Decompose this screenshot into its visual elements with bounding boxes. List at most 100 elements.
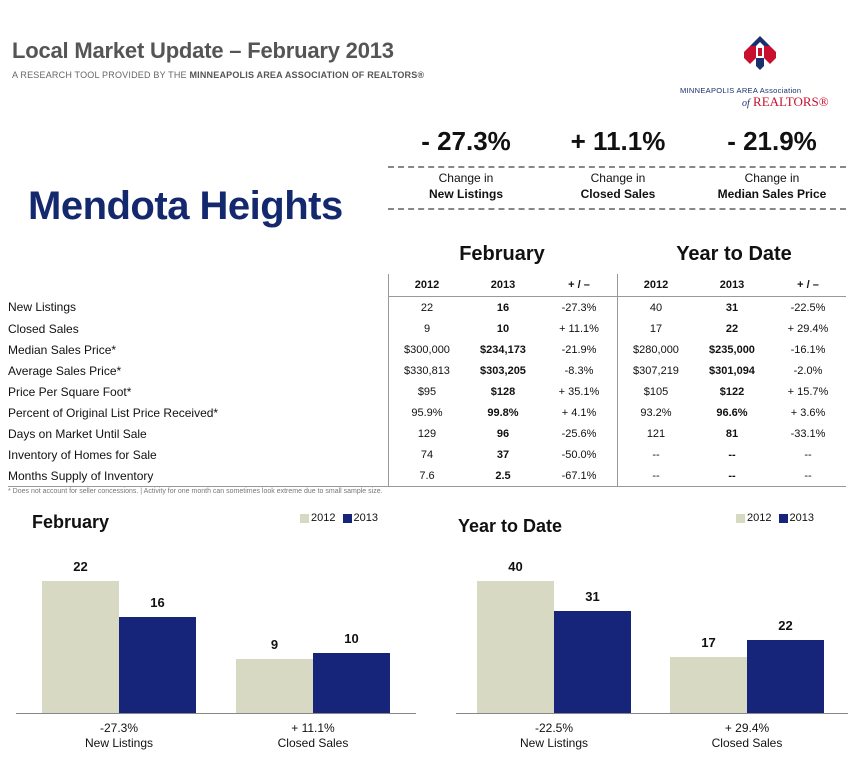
legend-swatch-2012 xyxy=(736,513,745,523)
table-header-row: 2012 2013 + / – 2012 2013 + / – xyxy=(8,274,846,297)
category-name: Closed Sales xyxy=(277,736,349,750)
cell-ytd-2012: -- xyxy=(617,444,694,465)
cell-month-2013: 99.8% xyxy=(487,406,519,419)
row-label: Price Per Square Foot* xyxy=(8,384,132,399)
row-label: Percent of Original List Price Received* xyxy=(8,405,219,420)
table-row: Price Per Square Foot* $95 $128 + 35.1% $105… xyxy=(8,381,846,402)
kpi-label-line2: Closed Sales xyxy=(580,187,656,201)
chart-title-ytd: Year to Date xyxy=(458,516,563,536)
bar-2012 xyxy=(477,581,554,713)
cell-ytd-2013: 96.6% xyxy=(716,406,748,419)
cell-ytd-2012: $105 xyxy=(617,381,694,402)
kpi-label-line1: Change in xyxy=(590,171,646,185)
cell-month-2013: 16 xyxy=(496,301,510,314)
table-row: Inventory of Homes for Sale 74 37 -50.0% -- -… xyxy=(8,444,846,465)
cell-month-2013: 2.5 xyxy=(465,465,541,487)
cell-ytd-2013: 31 xyxy=(725,301,739,314)
cell-month-change: -27.3% xyxy=(561,301,597,314)
cell-ytd-change: -- xyxy=(770,465,846,487)
chart-axis xyxy=(16,713,416,714)
cell-month-2013: 10 xyxy=(496,322,510,335)
row-label: Closed Sales xyxy=(8,321,79,336)
kpi-closed-sales: + 11.1% Change in Closed Sales xyxy=(544,126,692,202)
cell-ytd-2012: 93.2% xyxy=(617,402,694,423)
subtitle-org: MINNEAPOLIS AREA ASSOCIATION OF REALTORS… xyxy=(189,70,425,80)
col-month-2012: 2012 xyxy=(388,274,465,297)
cell-month-2012: 129 xyxy=(388,423,465,444)
category-name: New Listings xyxy=(519,736,589,750)
kpi-new-listings: - 27.3% Change in New Listings xyxy=(392,126,540,202)
legend-swatch-2013 xyxy=(778,513,788,523)
cell-ytd-2012: 121 xyxy=(617,423,694,444)
cell-ytd-change: + 15.7% xyxy=(787,385,829,398)
cell-ytd-2013: 22 xyxy=(725,322,739,335)
cell-ytd-2012: $307,219 xyxy=(617,360,694,381)
bar-value-label: 9 xyxy=(270,637,279,652)
cell-ytd-2013: 81 xyxy=(725,427,739,440)
city-name: Mendota Heights xyxy=(28,184,343,228)
row-label: New Listings xyxy=(8,300,77,315)
cell-ytd-2013: $122 xyxy=(719,385,745,398)
chart-title-february: February xyxy=(32,512,110,532)
cell-month-change: -21.9% xyxy=(561,343,597,356)
cell-month-change: + 4.1% xyxy=(561,406,597,419)
kpi-divider-top xyxy=(388,166,846,168)
col-month-2013: 2013 xyxy=(465,274,541,297)
cell-ytd-2013: $301,094 xyxy=(709,364,755,377)
kpi-divider-bottom xyxy=(388,208,846,210)
legend-label-2012: 2012 xyxy=(747,512,772,524)
cell-month-2012: 22 xyxy=(388,296,465,318)
legend-swatch-2013 xyxy=(342,513,352,523)
cell-ytd-2012: 40 xyxy=(617,296,694,318)
chart-legend-ytd: 2012 2013 xyxy=(736,512,818,524)
cell-month-2013: $128 xyxy=(490,385,516,398)
cell-month-2012: $330,813 xyxy=(388,360,465,381)
cell-month-2012: $300,000 xyxy=(388,339,465,360)
table-row: Average Sales Price* $330,813 $303,205 -8.3… xyxy=(8,360,846,381)
kpi-label-line1: Change in xyxy=(744,171,800,185)
row-label: Average Sales Price* xyxy=(8,363,122,378)
chart-legend-february: 2012 2013 xyxy=(300,512,382,524)
legend-label-2013: 2013 xyxy=(789,512,815,524)
bar-2013 xyxy=(119,617,196,713)
row-label: Median Sales Price* xyxy=(8,342,117,357)
bar-2013 xyxy=(313,653,390,713)
cell-month-2013: 96 xyxy=(496,427,510,440)
table-row: Days on Market Until Sale 129 96 -25.6% 121 8… xyxy=(8,423,846,444)
cell-ytd-change: -22.5% xyxy=(790,301,826,314)
category-name: Closed Sales xyxy=(711,736,783,750)
cell-month-2012: 7.6 xyxy=(388,465,465,487)
logo-org-line: MINNEAPOLIS AREA Association xyxy=(680,86,802,95)
legend-swatch-2012 xyxy=(300,513,309,523)
cell-ytd-change: -2.0% xyxy=(793,364,823,377)
kpi-median-sales-price: - 21.9% Change in Median Sales Price xyxy=(698,126,846,202)
market-data-table: 2012 2013 + / – 2012 2013 + / – New List… xyxy=(8,274,846,487)
logo-realtors: REALTORS® xyxy=(753,94,829,109)
cell-month-2013: 37 xyxy=(496,448,510,461)
chart-axis xyxy=(456,713,848,714)
kpi-label-line1: Change in xyxy=(438,171,494,185)
bar-value-label: 10 xyxy=(344,631,359,646)
row-label: Days on Market Until Sale xyxy=(8,426,147,441)
cell-month-2012: 9 xyxy=(388,318,465,339)
table-row: New Listings 22 16 -27.3% 40 31 -22.5% xyxy=(8,296,846,318)
bar-value-label: 22 xyxy=(778,618,793,634)
cell-month-change: -50.0% xyxy=(561,448,597,461)
category-label: -27.3% New Listings xyxy=(49,721,189,751)
category-change: + 11.1% xyxy=(291,721,335,735)
cell-month-change: + 11.1% xyxy=(559,322,599,335)
table-row: Months Supply of Inventory 7.6 2.5 -67.1% --… xyxy=(8,465,846,487)
report-subtitle: A RESEARCH TOOL PROVIDED BY THE MINNEAPO… xyxy=(12,70,424,80)
subtitle-prefix: A RESEARCH TOOL PROVIDED BY THE xyxy=(12,70,190,80)
bar-value-label: 31 xyxy=(585,588,600,604)
cell-ytd-change: -- xyxy=(804,448,812,461)
cell-ytd-change: -16.1% xyxy=(790,343,826,356)
logo-mark-icon xyxy=(744,36,776,70)
bar-2012 xyxy=(42,581,119,713)
table-row: Percent of Original List Price Received*… xyxy=(8,402,846,423)
category-change: + 29.4% xyxy=(724,721,770,735)
table-row: Closed Sales 9 10 + 11.1% 17 22 + 29.4% xyxy=(8,318,846,339)
period-ytd-heading: Year to Date xyxy=(676,243,792,265)
kpi-label-line2: New Listings xyxy=(428,187,503,201)
cell-ytd-2013: -- xyxy=(728,448,736,461)
